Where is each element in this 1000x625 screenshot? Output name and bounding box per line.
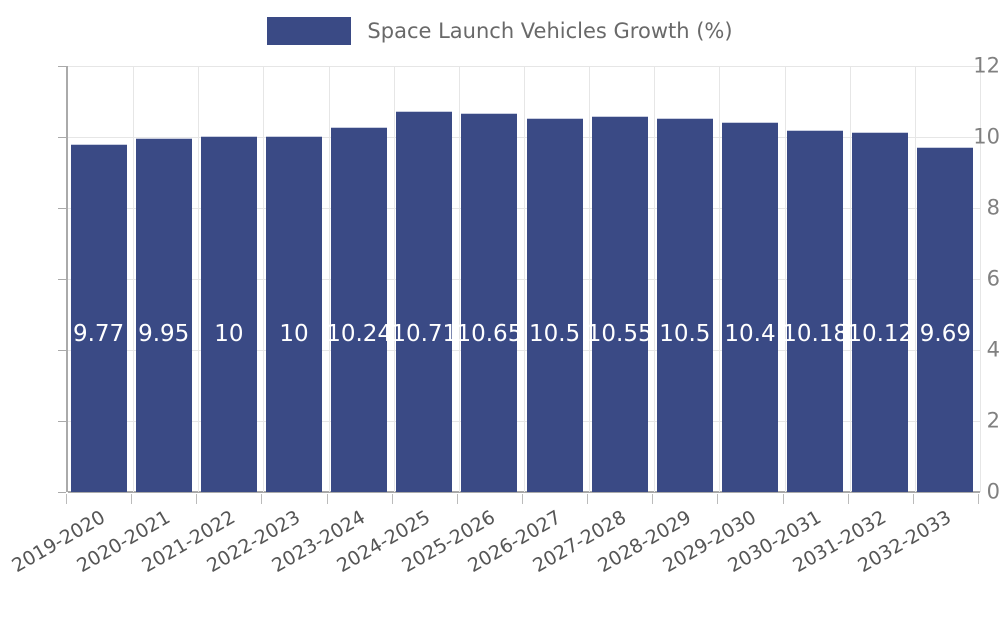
x-gridline bbox=[524, 66, 525, 492]
bar[interactable] bbox=[526, 118, 583, 492]
bar-value-label: 10.18 bbox=[782, 321, 849, 347]
x-axis-tick-mark bbox=[522, 494, 523, 504]
x-axis-tick-mark bbox=[457, 494, 458, 504]
x-gridline bbox=[915, 66, 916, 492]
bar-group[interactable]: 10.4 bbox=[717, 66, 782, 492]
legend-label-series-0: Space Launch Vehicles Growth (%) bbox=[367, 18, 733, 43]
bar[interactable] bbox=[331, 127, 388, 492]
x-gridline bbox=[719, 66, 720, 492]
plot-area bbox=[66, 66, 981, 493]
bar[interactable] bbox=[852, 131, 909, 492]
x-gridline bbox=[980, 66, 981, 492]
bars-layer: 9.77 9.95 10 10 10.24 10.71 10.65 10.5 10.55 10.5… bbox=[66, 66, 978, 492]
x-gridline bbox=[654, 66, 655, 492]
x-axis-tick-mark bbox=[783, 494, 784, 504]
y-axis-tick-label: 10 bbox=[973, 124, 1000, 149]
x-axis-tick-mark bbox=[978, 494, 979, 504]
x-gridline bbox=[133, 66, 134, 492]
bar-group[interactable]: 10.55 bbox=[586, 66, 653, 492]
bar-value-label: 10.65 bbox=[456, 321, 523, 347]
bar-group[interactable]: 9.95 bbox=[131, 66, 196, 492]
bar[interactable] bbox=[656, 118, 713, 492]
bar-group[interactable]: 10.5 bbox=[652, 66, 717, 492]
x-gridline bbox=[329, 66, 330, 492]
bar-value-label: 10.4 bbox=[724, 321, 776, 347]
bar[interactable] bbox=[70, 144, 127, 492]
bar-value-label: 10.12 bbox=[847, 321, 914, 347]
bar-group[interactable]: 9.69 bbox=[913, 66, 978, 492]
x-axis-tick-mark bbox=[587, 494, 588, 504]
bar[interactable] bbox=[265, 136, 322, 492]
bar[interactable] bbox=[200, 136, 257, 492]
x-axis-tick-mark bbox=[913, 494, 914, 504]
bar-value-label: 9.95 bbox=[138, 321, 190, 347]
bar-value-label: 10.71 bbox=[391, 321, 458, 347]
bar-group[interactable]: 10.24 bbox=[326, 66, 393, 492]
x-axis-tick-mark bbox=[652, 494, 653, 504]
bar-group[interactable]: 10.18 bbox=[782, 66, 849, 492]
bar-group[interactable]: 10 bbox=[196, 66, 261, 492]
bar-value-label: 9.69 bbox=[919, 321, 972, 347]
bar-group[interactable]: 10.65 bbox=[456, 66, 523, 492]
bar-group[interactable]: 10.71 bbox=[391, 66, 458, 492]
y-axis-tick-label: 8 bbox=[986, 195, 1000, 220]
x-axis-tick-mark bbox=[717, 494, 718, 504]
bar-group[interactable]: 9.77 bbox=[66, 66, 131, 492]
bar[interactable] bbox=[461, 112, 518, 492]
y-axis-tick-mark bbox=[58, 137, 66, 138]
y-gridline bbox=[68, 491, 980, 493]
chart-legend: Space Launch Vehicles Growth (%) bbox=[0, 10, 1000, 52]
x-gridline bbox=[263, 66, 264, 492]
bar-value-label: 10 bbox=[214, 321, 244, 347]
y-axis-tick-mark bbox=[58, 350, 66, 351]
bar[interactable] bbox=[787, 129, 844, 492]
y-axis-tick-mark bbox=[58, 279, 66, 280]
y-axis-tick-mark bbox=[58, 66, 66, 67]
bar[interactable] bbox=[917, 147, 974, 492]
bar-value-label: 9.77 bbox=[72, 321, 125, 347]
x-axis-tick-mark bbox=[196, 494, 197, 504]
y-axis-tick-label: 6 bbox=[986, 266, 1000, 291]
bar[interactable] bbox=[135, 137, 192, 492]
bar-value-label: 10.5 bbox=[528, 321, 581, 347]
bar-value-label: 10 bbox=[279, 321, 309, 347]
y-axis-tick-mark bbox=[58, 421, 66, 422]
x-gridline bbox=[198, 66, 199, 492]
y-axis-tick-mark bbox=[58, 492, 66, 493]
x-gridline bbox=[589, 66, 590, 492]
x-axis-tick-mark bbox=[327, 494, 328, 504]
x-axis-tick-mark bbox=[848, 494, 849, 504]
bar-chart: Space Launch Vehicles Growth (%) 0 2 4 6 8 10… bbox=[0, 10, 1000, 577]
x-axis-tick-mark bbox=[392, 494, 393, 504]
bar-group[interactable]: 10.5 bbox=[522, 66, 587, 492]
bar[interactable] bbox=[591, 116, 648, 492]
x-gridline bbox=[850, 66, 851, 492]
x-axis-tick-mark bbox=[261, 494, 262, 504]
x-axis-tick-mark bbox=[66, 494, 67, 504]
bar-group[interactable]: 10 bbox=[261, 66, 326, 492]
y-axis-tick-label: 2 bbox=[986, 408, 1000, 433]
bar-value-label: 10.55 bbox=[586, 321, 653, 347]
bar-group[interactable]: 10.12 bbox=[847, 66, 914, 492]
y-axis-tick-mark bbox=[58, 208, 66, 209]
x-axis-tick-mark bbox=[131, 494, 132, 504]
bar[interactable] bbox=[396, 110, 453, 492]
y-axis-tick-label: 12 bbox=[973, 53, 1000, 78]
x-gridline bbox=[459, 66, 460, 492]
x-gridline bbox=[785, 66, 786, 492]
x-gridline bbox=[394, 66, 395, 492]
legend-swatch-series-0 bbox=[267, 17, 352, 45]
y-axis-tick-label: 4 bbox=[986, 337, 1000, 362]
y-axis-tick-label: 0 bbox=[986, 479, 1000, 504]
bar-value-label: 10.24 bbox=[326, 321, 393, 347]
bar-value-label: 10.5 bbox=[659, 321, 711, 347]
bar[interactable] bbox=[721, 121, 778, 492]
